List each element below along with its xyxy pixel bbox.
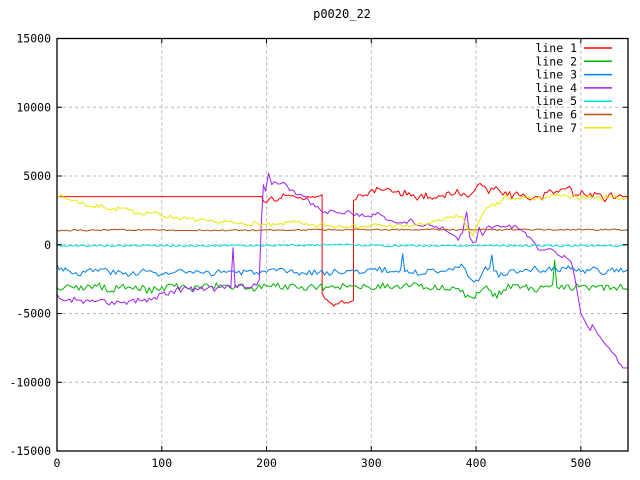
legend-entry: line 4 — [535, 81, 612, 95]
legend-entry: line 3 — [535, 68, 612, 82]
legend-entry: line 2 — [535, 54, 612, 68]
series-line-7 — [56, 193, 629, 237]
x-tick-label: 300 — [361, 456, 382, 470]
legend-label: line 6 — [535, 108, 577, 122]
series-line-1 — [57, 183, 629, 307]
series-line-4 — [56, 172, 629, 369]
y-tick-label: 10000 — [16, 100, 51, 114]
legend-label: line 3 — [535, 68, 577, 82]
legend-label: line 1 — [535, 41, 577, 55]
series-line-2 — [56, 259, 629, 299]
legend-entry: line 1 — [535, 41, 612, 55]
plot-border — [56, 37, 629, 452]
y-tick-label: 5000 — [23, 169, 51, 183]
legend-entry: line 6 — [535, 108, 612, 122]
legend-label: line 5 — [535, 94, 577, 108]
y-tick-label: 0 — [44, 238, 51, 252]
series-line-5 — [56, 243, 629, 248]
x-tick-label: 500 — [570, 456, 591, 470]
x-tick-label: 400 — [466, 456, 487, 470]
legend-entry: line 7 — [535, 121, 612, 135]
y-tick-label: -5000 — [16, 307, 51, 321]
x-tick-label: 0 — [54, 456, 61, 470]
x-tick-label: 100 — [151, 456, 172, 470]
legend-label: line 2 — [535, 54, 577, 68]
series-line-3 — [56, 253, 629, 283]
tick-label-layer: 0 100 200 300 400 500 -15000 -10000 -5000 0 5000 10… — [9, 32, 591, 471]
plot-frame — [56, 37, 629, 452]
legend-label: line 7 — [535, 121, 577, 135]
y-tick-label: -15000 — [9, 444, 51, 458]
series-line-6 — [56, 228, 629, 232]
x-tick-label: 200 — [256, 456, 277, 470]
series-layer — [56, 172, 629, 369]
y-tick-label: -10000 — [9, 375, 51, 389]
chart-title: p0020_22 — [313, 7, 371, 21]
legend-label: line 4 — [535, 81, 577, 95]
legend-entry: line 5 — [535, 94, 612, 108]
y-tick-label: 15000 — [16, 32, 51, 46]
